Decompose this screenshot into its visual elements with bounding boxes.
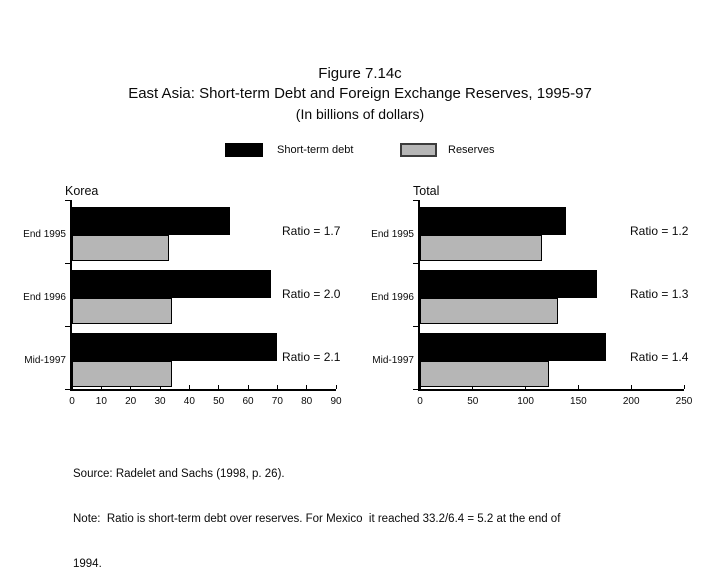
figure-subtitle: (In billions of dollars): [295, 106, 425, 122]
ratio-annotation: Ratio = 1.3: [630, 287, 689, 301]
bar-short-term-debt: [420, 207, 566, 235]
y-axis-tick: [413, 325, 418, 327]
bar-short-term-debt: [72, 333, 278, 361]
x-axis-tick-label: 0: [69, 396, 75, 407]
x-axis-tick: [71, 385, 73, 389]
note-line-1: Note: Ratio is short-term debt over rese…: [73, 513, 561, 525]
x-axis-tick-label: 10: [95, 396, 107, 407]
bar-short-term-debt: [420, 270, 598, 298]
x-axis-tick-label: 60: [242, 396, 254, 407]
y-axis-tick: [65, 262, 70, 264]
ratio-annotation: Ratio = 1.2: [630, 224, 689, 238]
legend-label-short-term-debt: Short-term debt: [277, 144, 354, 156]
x-axis-tick: [130, 385, 132, 389]
ratio-annotation: Ratio = 1.4: [630, 350, 689, 364]
category-label: Mid-1997: [24, 355, 66, 366]
chart-korea: Korea 0 10 20 30 40 50 60 70 80 90 End 1995 Ratio =…: [23, 178, 372, 418]
x-axis-tick-label: 40: [183, 396, 195, 407]
x-axis-tick: [419, 385, 421, 389]
x-axis-tick-label: 90: [330, 396, 342, 407]
x-axis-tick: [306, 385, 308, 389]
note-line-2: 1994.: [73, 558, 102, 570]
x-axis-tick: [335, 385, 337, 389]
ratio-annotation: Ratio = 2.0: [282, 287, 341, 301]
x-axis-tick-label: 30: [154, 396, 166, 407]
y-axis-tick: [413, 199, 418, 201]
legend-swatch-short-term-debt: [225, 143, 263, 157]
x-axis-tick: [247, 385, 249, 389]
x-axis-tick: [630, 385, 632, 389]
figure-number: Figure 7.14c: [318, 65, 402, 82]
chart-total-title: Total: [413, 184, 440, 198]
y-axis-tick: [65, 199, 70, 201]
category-label: End 1995: [23, 229, 66, 240]
x-axis-tick-label: 0: [417, 396, 423, 407]
y-axis-tick: [413, 262, 418, 264]
category-label: End 1995: [371, 229, 414, 240]
y-axis-tick: [65, 388, 70, 390]
bar-reserves: [72, 235, 169, 261]
x-axis-tick: [525, 385, 527, 389]
x-axis-tick-label: 250: [675, 396, 693, 407]
ratio-annotation: Ratio = 1.7: [282, 224, 341, 238]
x-axis-tick: [159, 385, 161, 389]
figure-title-block: Figure 7.14c East Asia: Short-term Debt …: [0, 64, 720, 124]
x-axis-tick-label: 80: [301, 396, 313, 407]
x-axis-tick: [218, 385, 220, 389]
x-axis-tick: [683, 385, 685, 389]
bar-reserves: [72, 298, 172, 324]
legend-swatch-reserves: [400, 143, 437, 157]
figure-title: East Asia: Short-term Debt and Foreign E…: [128, 85, 592, 102]
bar-reserves: [420, 298, 559, 324]
bar-reserves: [420, 361, 549, 387]
chart-korea-title: Korea: [65, 184, 99, 198]
chart-korea-plot-area: 0 10 20 30 40 50 60 70 80 90 End 1995 Ratio = 1.7 En…: [23, 199, 342, 407]
x-axis-tick: [188, 385, 190, 389]
x-axis-tick: [472, 385, 474, 389]
x-axis-tick-label: 100: [517, 396, 534, 407]
chart-total: Total 0 50 100 150 200 250 End 1995 Ratio = 1.2…: [371, 178, 720, 418]
bar-short-term-debt: [72, 207, 231, 235]
x-axis-tick-label: 200: [622, 396, 640, 407]
bar-short-term-debt: [72, 270, 272, 298]
x-axis-tick: [100, 385, 102, 389]
bar-reserves: [420, 235, 543, 261]
x-axis-tick-label: 50: [467, 396, 479, 407]
x-axis-tick: [276, 385, 278, 389]
category-label: Mid-1997: [372, 355, 414, 366]
legend: Short-term debt Reserves: [225, 143, 515, 159]
x-axis-tick-label: 20: [125, 396, 137, 407]
ratio-annotation: Ratio = 2.1: [282, 350, 341, 364]
x-axis-tick: [577, 385, 579, 389]
bar-reserves: [72, 361, 172, 387]
legend-label-reserves: Reserves: [448, 144, 495, 156]
y-axis-tick: [65, 325, 70, 327]
x-axis-tick-label: 70: [271, 396, 283, 407]
x-axis-tick-label: 50: [213, 396, 225, 407]
bar-short-term-debt: [420, 333, 606, 361]
x-axis-tick-label: 150: [570, 396, 587, 407]
source-line: Source: Radelet and Sachs (1998, p. 26).: [73, 468, 285, 480]
category-label: End 1996: [23, 292, 66, 303]
y-axis-tick: [413, 388, 418, 390]
category-label: End 1996: [371, 292, 414, 303]
source-note-block: Source: Radelet and Sachs (1998, p. 26).…: [73, 437, 560, 587]
chart-total-plot-area: 0 50 100 150 200 250 End 1995 Ratio = 1.2 End 19…: [371, 199, 692, 407]
